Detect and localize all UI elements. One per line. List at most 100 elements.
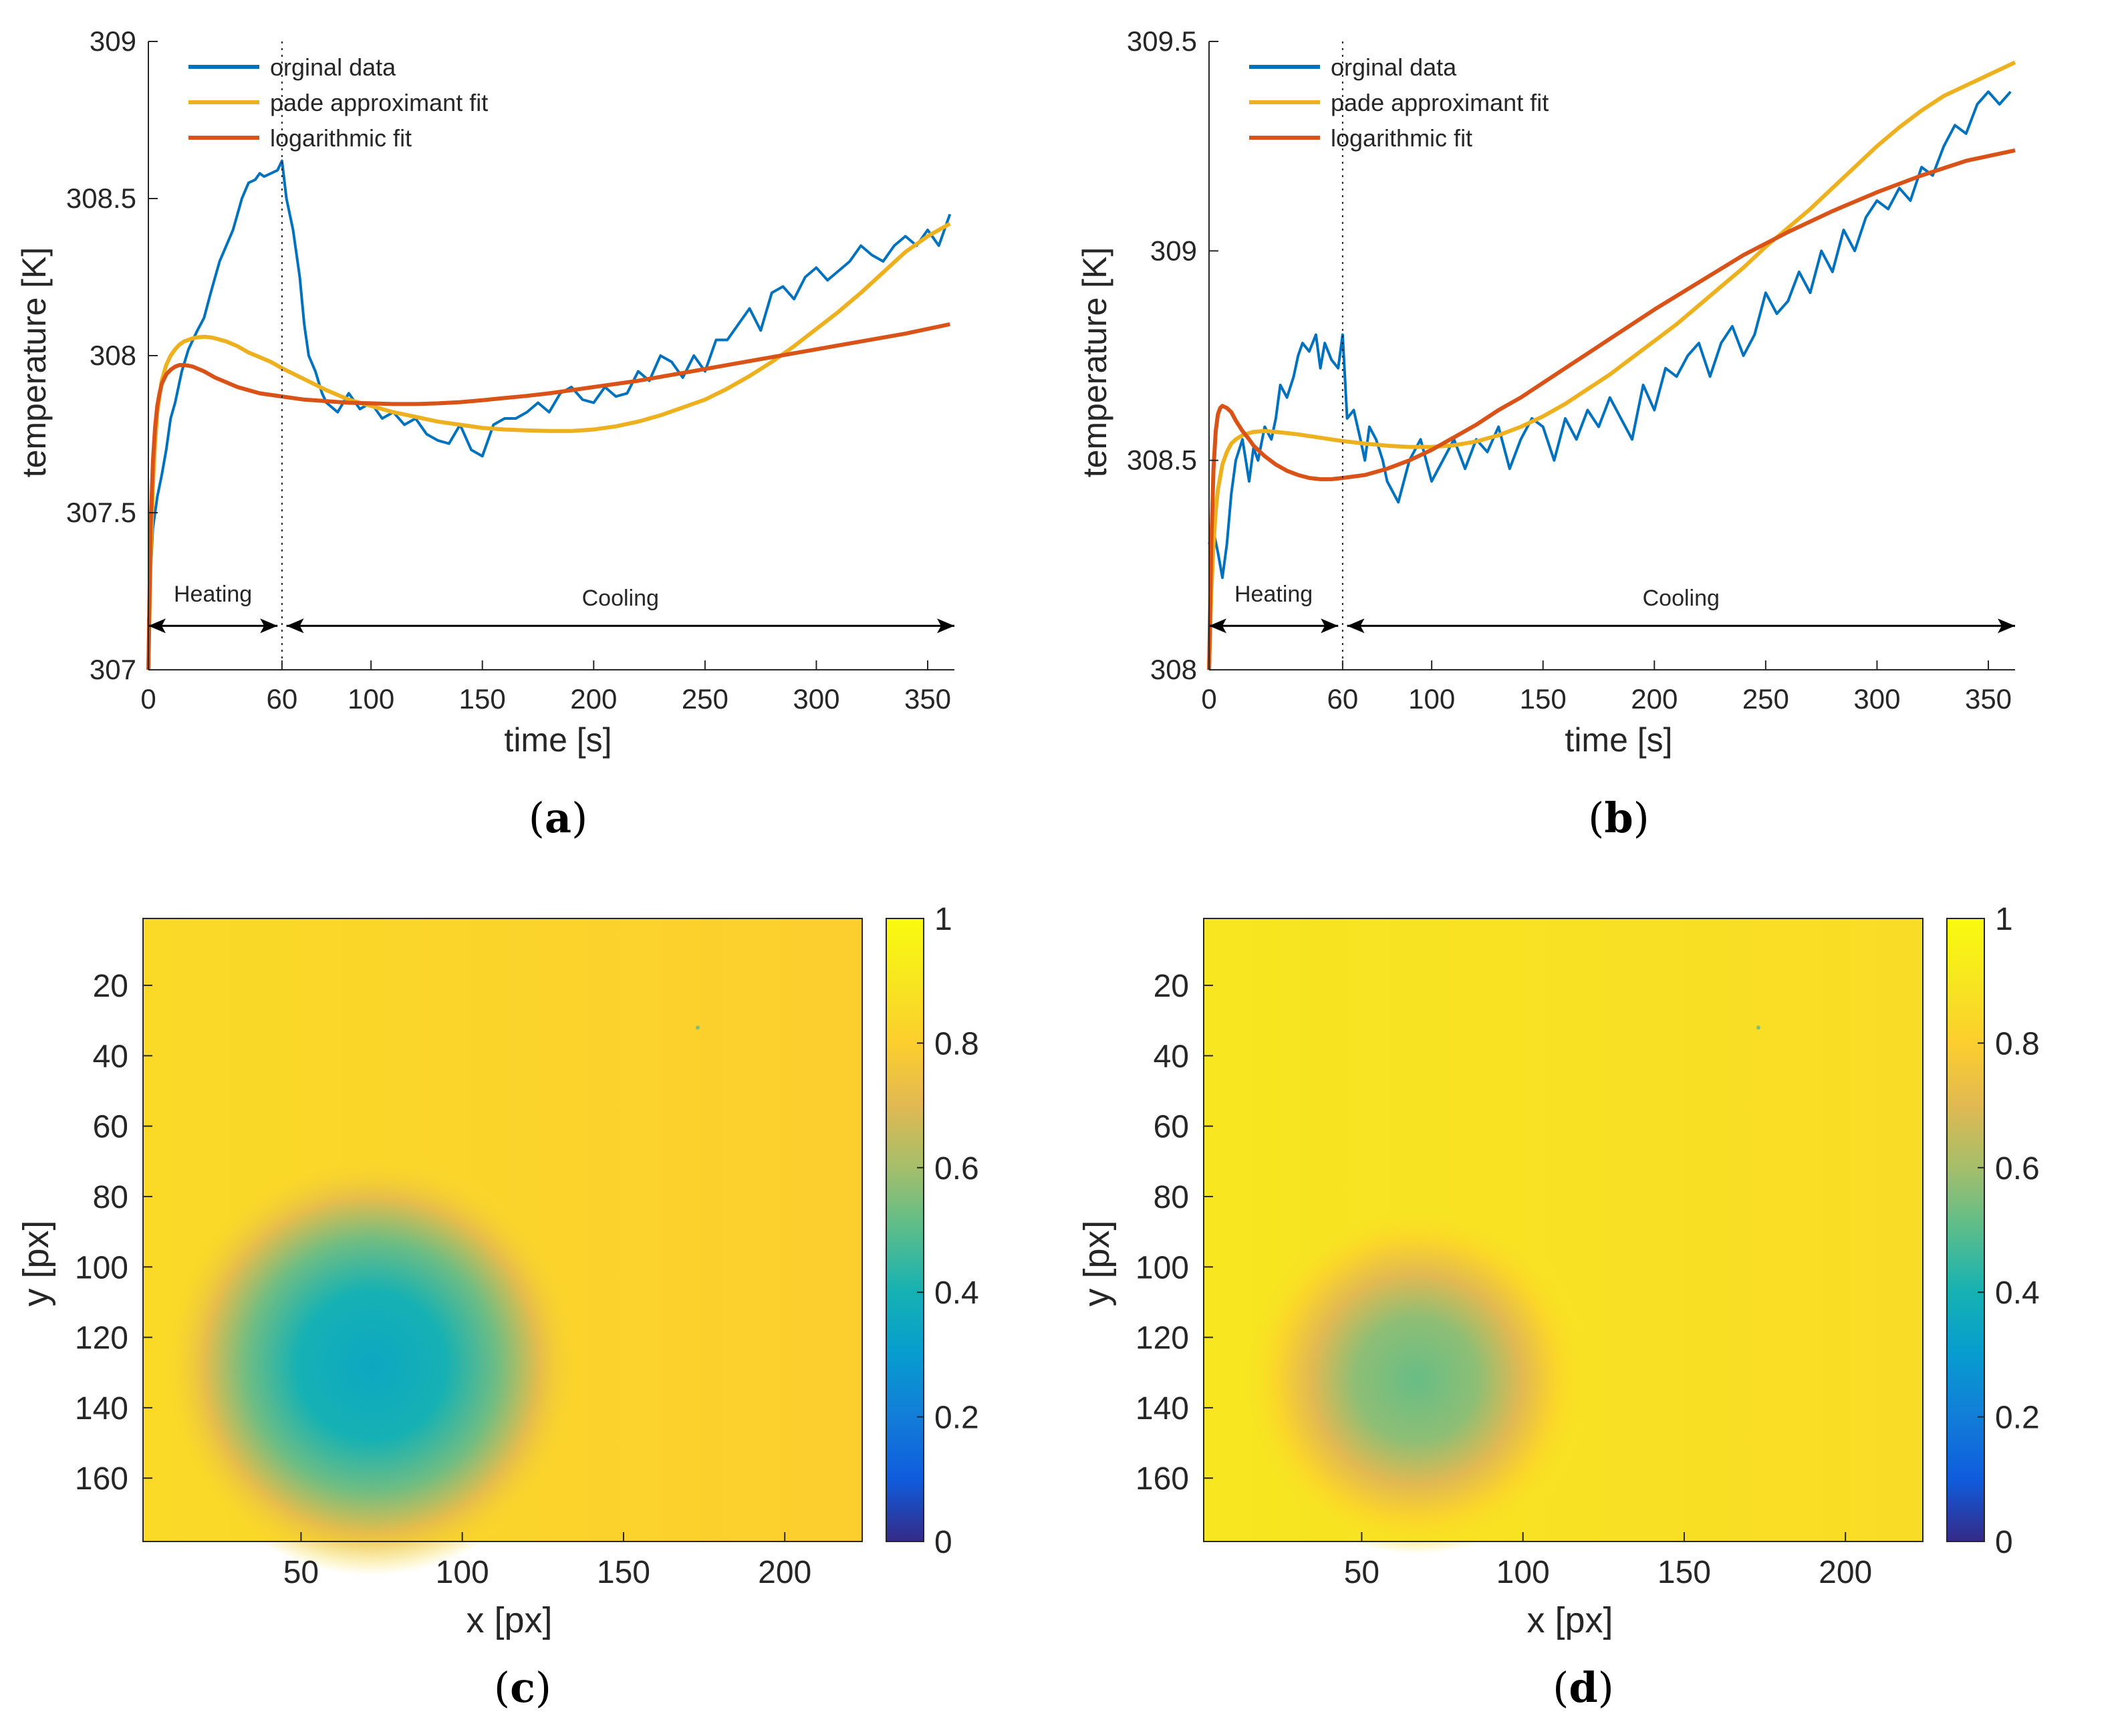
- panel-caption: (d): [1553, 1663, 1614, 1712]
- y-tick-label: 160: [1136, 1461, 1189, 1497]
- x-axis-label: time [s]: [1565, 721, 1672, 759]
- colorbar-tick-label: 0.8: [1995, 1026, 2040, 1062]
- x-tick-label: 250: [682, 683, 728, 715]
- y-tick-label: 160: [75, 1461, 128, 1497]
- cooling-arrow-right-head: [1998, 618, 2015, 634]
- y-tick-label: 120: [1136, 1321, 1189, 1356]
- heatmap-defect-pixel: [1756, 1025, 1760, 1030]
- y-axis-label: y [px]: [16, 1220, 56, 1306]
- caption-letter: b: [1604, 793, 1633, 842]
- x-tick-label: 60: [267, 683, 298, 715]
- cooling-arrow-left-head: [1347, 618, 1365, 634]
- x-axis-label: time [s]: [504, 721, 612, 759]
- panel-a-line-chart: Heating Cooling 0 60 100 150 200 250 300 350 307 30…: [0, 0, 1061, 868]
- caption-close-paren: ): [1598, 1663, 1614, 1712]
- y-tick-label: 120: [75, 1321, 128, 1356]
- series-original-line: [1208, 90, 2012, 580]
- caption-close-paren: ): [535, 1663, 551, 1712]
- colorbar-tick-label: 0.6: [1995, 1151, 2040, 1187]
- panel-caption: (b): [1588, 793, 1649, 842]
- colorbar-tick-label: 0.4: [934, 1275, 979, 1311]
- y-tick-label: 40: [1154, 1039, 1189, 1074]
- heating-label: Heating: [174, 582, 252, 607]
- x-tick-label: 50: [1344, 1555, 1379, 1590]
- y-tick-label: 100: [1136, 1250, 1189, 1285]
- colorbar-tick-label: 0.6: [934, 1151, 979, 1187]
- x-axis-label: x [px]: [1527, 1600, 1613, 1640]
- x-axis-label: x [px]: [466, 1600, 552, 1640]
- x-tick-label: 350: [904, 683, 951, 715]
- panel-b-line-chart: Heating Cooling 0 60 100 150 200 250 300 350 308 30…: [1061, 0, 2122, 868]
- caption-open-paren: (: [494, 1663, 510, 1712]
- colorbar-tick-label: 1: [1995, 902, 2013, 937]
- heatmap-frame: [1203, 918, 1924, 1542]
- y-tick-label: 307: [90, 654, 136, 685]
- caption-open-paren: (: [529, 793, 545, 842]
- y-axis-label: temperature [K]: [1076, 247, 1113, 478]
- x-tick-label: 250: [1742, 683, 1789, 715]
- y-tick-label: 40: [93, 1039, 128, 1074]
- colorbar-tick-label: 0: [1995, 1525, 2013, 1560]
- caption-open-paren: (: [1588, 793, 1604, 842]
- chart-b-svg: Heating Cooling 0 60 100 150 200 250 300 350 308 30…: [1076, 25, 2016, 842]
- colorbar-tick-label: 1: [934, 902, 952, 937]
- chart-d-svg: 50 100 150 200 20 40 60 80 100 120 140 160 x [px] y […: [1077, 902, 2040, 1712]
- x-tick-label: 60: [1327, 683, 1359, 715]
- y-axis-label: y [px]: [1077, 1220, 1117, 1306]
- caption-letter: c: [510, 1663, 535, 1712]
- y-tick-label: 308: [1150, 654, 1197, 685]
- x-tick-label: 0: [140, 683, 156, 715]
- x-tick-label: 300: [1853, 683, 1900, 715]
- y-tick-label: 308: [90, 340, 136, 371]
- x-tick-label: 100: [348, 683, 394, 715]
- y-tick-label: 20: [93, 969, 128, 1004]
- series-pade-line: [146, 221, 951, 670]
- panel-caption: (c): [494, 1663, 551, 1712]
- x-tick-label: 200: [758, 1555, 811, 1590]
- x-tick-label: 150: [1657, 1555, 1711, 1590]
- panel-d-heatmap: 50 100 150 200 20 40 60 80 100 120 140 160 x [px] y […: [1061, 868, 2122, 1736]
- y-tick-label: 80: [1154, 1180, 1189, 1215]
- x-tick-label: 150: [597, 1555, 650, 1590]
- y-tick-label: 308.5: [1127, 445, 1197, 476]
- heating-arrow-right-head: [1321, 618, 1339, 634]
- legend-label-pade: pade approximant fit: [1331, 89, 1549, 116]
- chart-a-svg: Heating Cooling 0 60 100 150 200 250 300 350 307 30…: [15, 25, 954, 842]
- y-tick-label: 307.5: [66, 497, 136, 528]
- x-tick-label: 200: [1819, 1555, 1872, 1590]
- panel-c-heatmap: 50 100 150 200 20 40 60 80 100 120 140 160 x [px] y […: [0, 868, 1061, 1736]
- legend-label-original: orginal data: [1331, 53, 1457, 81]
- panel-caption: (a): [529, 793, 588, 842]
- heating-arrow-left-head: [148, 618, 166, 634]
- y-tick-label: 140: [1136, 1391, 1189, 1427]
- colorbar-tick-label: 0.2: [934, 1400, 979, 1436]
- y-tick-label: 100: [75, 1250, 128, 1285]
- caption-open-paren: (: [1553, 1663, 1569, 1712]
- series-pade-line: [1207, 60, 2016, 670]
- y-tick-label: 309.5: [1127, 25, 1197, 57]
- y-tick-label: 308.5: [66, 182, 136, 214]
- heating-arrow-left-head: [1209, 618, 1226, 634]
- caption-close-paren: ): [571, 793, 587, 842]
- x-tick-label: 50: [283, 1555, 319, 1590]
- colorbar: [1946, 918, 1985, 1542]
- y-axis-label: temperature [K]: [15, 247, 53, 478]
- series-log-line: [1207, 148, 2016, 670]
- cooling-label: Cooling: [1643, 586, 1720, 611]
- heatmap-defect-pixel: [695, 1025, 700, 1030]
- cooling-arrow-right-head: [937, 618, 954, 634]
- heatmap-frame: [142, 918, 863, 1542]
- cooling-label: Cooling: [582, 586, 659, 611]
- series-original-line: [147, 159, 952, 623]
- y-tick-label: 140: [75, 1391, 128, 1427]
- legend-label-original: orginal data: [270, 53, 396, 81]
- caption-letter: d: [1569, 1663, 1597, 1712]
- x-tick-label: 150: [1520, 683, 1567, 715]
- series-log-line: [146, 322, 950, 670]
- heating-arrow-right-head: [260, 618, 278, 634]
- legend-label-pade: pade approximant fit: [270, 89, 488, 116]
- legend-label-log: logarithmic fit: [1331, 124, 1472, 152]
- x-tick-label: 300: [793, 683, 839, 715]
- y-tick-label: 309: [90, 25, 136, 57]
- x-tick-label: 100: [1496, 1555, 1550, 1590]
